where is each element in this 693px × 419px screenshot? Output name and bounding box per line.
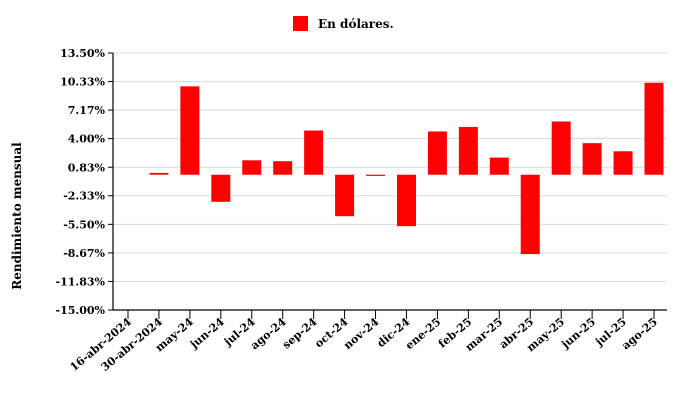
bar-jun-25 [582,143,602,175]
y-tick-label: -5.50% [63,218,105,231]
x-tick-label: ene-25 [403,315,443,352]
y-tick-label: -2.33% [63,190,105,203]
bar-jul-25 [613,151,633,175]
bar-may-24 [180,86,200,175]
bar-ene-25 [427,131,447,175]
bar-ago-25 [644,82,664,175]
x-tick-label: sep-24 [280,315,320,351]
bar-jun-24 [211,174,231,202]
y-tick-label: 4.00% [68,133,106,146]
legend-swatch [293,16,308,31]
bar-oct-24 [335,174,355,217]
y-tick-label: 10.33% [60,76,105,89]
x-tick-label: ago-25 [619,315,660,352]
y-tick-label: -8.67% [63,247,105,260]
y-tick-label: 13.50% [60,47,105,60]
bar-30-abr-2024 [149,172,169,175]
y-tick-label: 0.83% [68,161,106,174]
legend: En dólares. [293,16,394,31]
bar-abr-25 [520,174,540,255]
bar-ago-24 [273,161,293,175]
bar-jul-24 [242,160,262,175]
bar-mar-25 [489,157,509,175]
x-tick-labels: 16-abr-202430-abr-2024may-24jun-24jul-24… [68,315,660,374]
bars [149,82,664,255]
bar-feb-25 [458,126,478,175]
y-tick-labels: 13.50% 10.33% 7.17% 4.00% 0.83% -2.33% -5.50% -… [56,47,106,317]
y-axis-title: Rendimiento mensual [10,142,24,290]
x-tick-label: ago-24 [248,315,289,352]
bar-sep-24 [304,130,324,175]
bar-dic-24 [396,174,416,227]
bar-nov-24 [366,174,386,176]
y-tick-label: -15.00% [56,304,106,317]
x-tick-label: jun-24 [187,315,227,351]
axes [112,53,667,319]
y-tick-label: -11.83% [56,275,106,288]
legend-label: En dólares. [318,17,394,31]
y-tick-label: 7.17% [68,104,106,117]
x-tick-label: nov-24 [341,315,381,352]
bar-may-25 [551,121,571,175]
x-tick-label: jun-25 [558,315,598,351]
